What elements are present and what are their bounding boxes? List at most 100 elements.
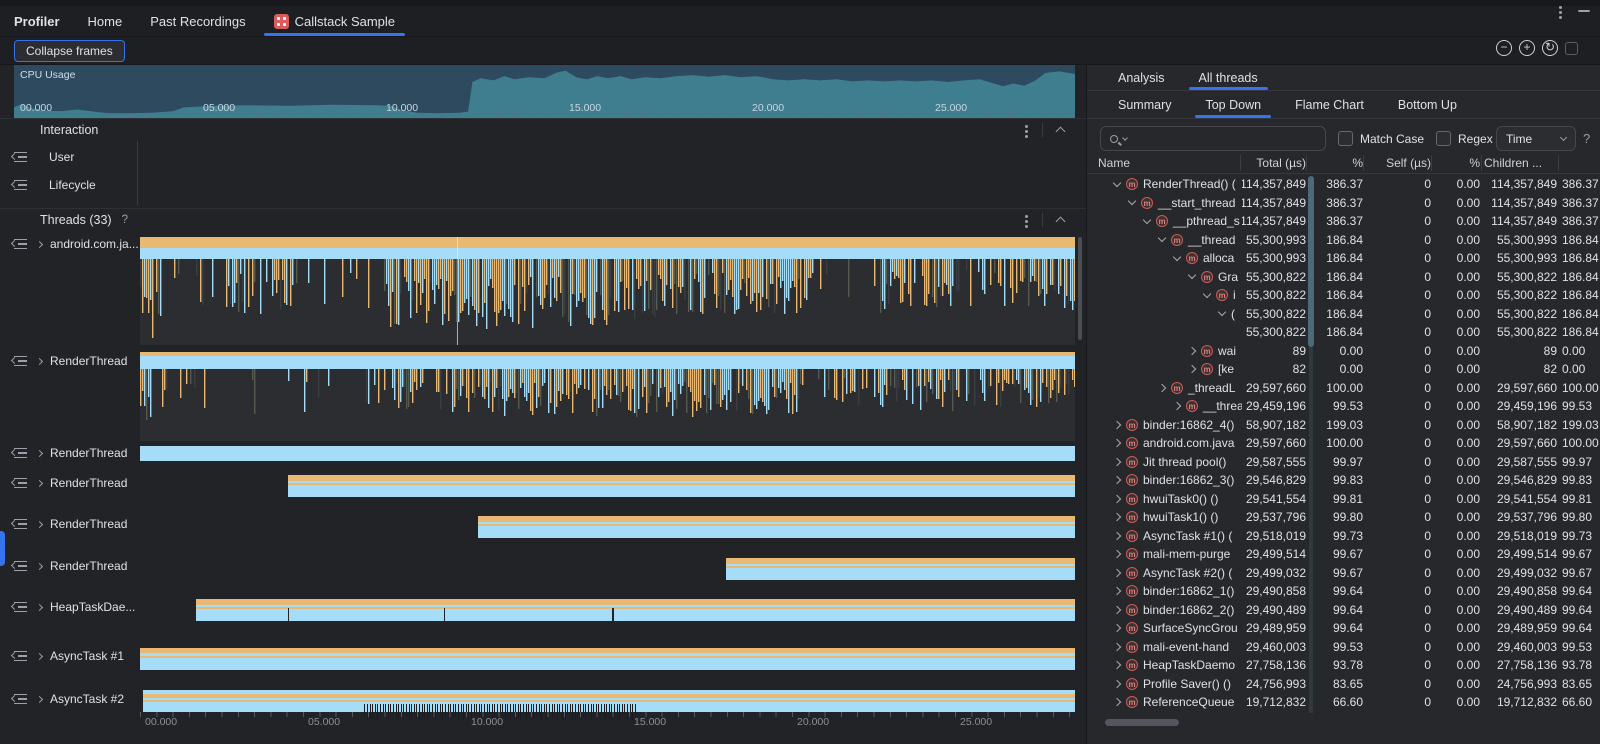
- tree-chevron-icon[interactable]: [1172, 402, 1182, 411]
- thread-track-band[interactable]: [140, 656, 1075, 658]
- match-case-checkbox[interactable]: [1338, 131, 1353, 146]
- table-scrollbar-thumb[interactable]: [1308, 176, 1314, 347]
- thread-track-band[interactable]: [140, 648, 1075, 653]
- thread-track-band[interactable]: [287, 485, 1075, 497]
- thread-row-asynctask-2[interactable]: AsyncTask #2: [0, 690, 124, 708]
- filter-help-icon[interactable]: ?: [1583, 131, 1591, 146]
- tree-chevron-icon[interactable]: [1112, 494, 1122, 503]
- thread-track-band[interactable]: [140, 658, 1075, 670]
- table-row[interactable]: m i 55,300,822 186.84 0 0.00 55,300,822 186.84: [1087, 286, 1600, 305]
- tree-chevron-icon[interactable]: [1202, 289, 1212, 298]
- column-header[interactable]: %: [1352, 156, 1363, 170]
- table-row[interactable]: m wai 89 0.00 0 0.00 89 0.00: [1087, 342, 1600, 361]
- table-row[interactable]: m binder:16862_2() 29,490,489 99.64 0 0.00 29,…: [1087, 601, 1600, 620]
- analysis-subtab-summary[interactable]: Summary: [1118, 97, 1172, 112]
- table-row[interactable]: m android.com.java 29,597,660 100.00 0 0.00 29…: [1087, 434, 1600, 453]
- column-header[interactable]: Children ...: [1484, 156, 1543, 170]
- thread-row-android-com-ja-[interactable]: android.com.ja...: [0, 235, 139, 253]
- table-row[interactable]: m __start_thread 114,357,849 386.37 0 0.00 114…: [1087, 194, 1600, 213]
- thread-track-band[interactable]: [142, 698, 1075, 700]
- tree-chevron-icon[interactable]: [1112, 531, 1122, 540]
- table-row[interactable]: m _threadL 29,597,660 100.00 0 0.00 29,597,660…: [1087, 379, 1600, 398]
- hide-window-icon[interactable]: [1578, 10, 1590, 12]
- column-header[interactable]: Self (µs): [1386, 156, 1431, 170]
- thread-row-renderthread[interactable]: RenderThread: [0, 444, 127, 462]
- thread-track-band[interactable]: [140, 248, 1075, 259]
- grouping-dropdown[interactable]: Time: [1496, 126, 1576, 151]
- more-options-icon[interactable]: [1559, 5, 1562, 9]
- analysis-tab-analysis[interactable]: Analysis: [1118, 70, 1165, 85]
- table-row[interactable]: m __thread 55,300,993 186.84 0 0.00 55,300,993…: [1087, 231, 1600, 250]
- thread-track-band[interactable]: [726, 558, 1075, 564]
- table-row[interactable]: m Gra 55,300,822 186.84 0 0.00 55,300,822 186.8…: [1087, 268, 1600, 287]
- thread-row-renderthread[interactable]: RenderThread: [0, 352, 127, 370]
- search-input[interactable]: [1100, 126, 1326, 151]
- table-row[interactable]: m__thread29,459,19699.5300.0029,459,1969…: [1087, 397, 1600, 416]
- thread-track-band[interactable]: [196, 599, 1075, 605]
- threads-scrollbar[interactable]: [1078, 237, 1082, 340]
- tab-callstack-sample[interactable]: Callstack Sample: [260, 6, 409, 36]
- thread-track-band[interactable]: [478, 524, 1075, 526]
- column-divider[interactable]: [1481, 155, 1482, 171]
- table-row[interactable]: m hwuiTask1() () 29,537,796 99.80 0 0.00 29,53…: [1087, 508, 1600, 527]
- analysis-subtab-bottom-up[interactable]: Bottom Up: [1397, 97, 1457, 112]
- thread-row-renderthread[interactable]: RenderThread: [0, 515, 127, 533]
- thread-row-asynctask-1[interactable]: AsyncTask #1: [0, 647, 124, 665]
- interaction-section-header[interactable]: Interaction: [0, 118, 1086, 140]
- column-divider[interactable]: [1306, 155, 1307, 171]
- thread-track-band[interactable]: [287, 481, 1075, 483]
- thread-track-band[interactable]: [478, 526, 1075, 538]
- tree-chevron-icon[interactable]: [1112, 513, 1122, 522]
- cpu-usage-chart[interactable]: 00.000 05.000 10.000 15.000 20.000 25.000: [14, 65, 1075, 118]
- thread-track-band[interactable]: [478, 516, 1075, 522]
- thread-track-band[interactable]: [142, 694, 1075, 698]
- tree-chevron-icon[interactable]: [1157, 383, 1167, 392]
- expand-chevron-icon[interactable]: [35, 520, 44, 528]
- tree-chevron-icon[interactable]: [1127, 197, 1137, 206]
- thread-track-band[interactable]: [142, 700, 1075, 702]
- thread-track-band[interactable]: [140, 446, 1075, 461]
- table-row[interactable]: m __pthread_s 114,357,849 386.37 0 0.00 114,35…: [1087, 212, 1600, 231]
- analysis-subtab-top-down[interactable]: Top Down: [1195, 91, 1271, 118]
- thread-track-band[interactable]: [140, 356, 1075, 369]
- tree-chevron-icon[interactable]: [1112, 568, 1122, 577]
- threads-help-icon[interactable]: ?: [121, 213, 128, 226]
- column-divider[interactable]: [1363, 155, 1364, 171]
- table-row[interactable]: m HeapTaskDaemo 27,758,136 93.78 0 0.00 27,758…: [1087, 656, 1600, 675]
- table-row[interactable]: (55,300,822 186.84 0 0.00 55,300,822 186.84: [1087, 305, 1600, 324]
- tree-chevron-icon[interactable]: [1112, 587, 1122, 596]
- column-header[interactable]: Total (µs): [1256, 156, 1306, 170]
- thread-track-band[interactable]: [287, 483, 1075, 485]
- thread-row-heaptaskdae-[interactable]: HeapTaskDae...: [0, 598, 135, 616]
- zoom-in-icon[interactable]: +: [1519, 40, 1535, 56]
- tree-chevron-icon[interactable]: [1187, 365, 1197, 374]
- tree-chevron-icon[interactable]: [1112, 420, 1122, 429]
- tab-home[interactable]: Home: [74, 6, 137, 36]
- interaction-options-icon[interactable]: [1025, 125, 1028, 128]
- expand-chevron-icon[interactable]: [35, 449, 44, 457]
- analysis-subtab-flame-chart[interactable]: Flame Chart: [1295, 97, 1364, 112]
- tab-profiler[interactable]: Profiler: [0, 6, 74, 36]
- thread-row-renderthread[interactable]: RenderThread: [0, 474, 127, 492]
- expand-chevron-icon[interactable]: [35, 562, 44, 570]
- thread-track-band[interactable]: [726, 566, 1075, 568]
- table-row[interactable]: m binder:16862_3() 29,546,829 99.83 0 0.00 29,…: [1087, 471, 1600, 490]
- table-row[interactable]: m [ke 82 0.00 0 0.00 82 0.00: [1087, 360, 1600, 379]
- table-row[interactable]: m hwuiTask0() () 29,541,554 99.81 0 0.00 29,54…: [1087, 490, 1600, 509]
- table-row[interactable]: m ReferenceQueue 19,712,832 66.60 0 0.00 19,71…: [1087, 693, 1600, 712]
- table-row[interactable]: m binder:16862_4() 58,907,182 199.03 0 0.00 58…: [1087, 416, 1600, 435]
- tab-past-recordings[interactable]: Past Recordings: [136, 6, 259, 36]
- expand-chevron-icon[interactable]: [35, 603, 44, 611]
- column-header[interactable]: %: [1469, 156, 1480, 170]
- tree-chevron-icon[interactable]: [1112, 457, 1122, 466]
- threads-section-header[interactable]: Threads (33) ?: [0, 208, 1086, 230]
- table-row[interactable]: m AsyncTask #1() (29,518,019 99.73 0 0.00 29,…: [1087, 527, 1600, 546]
- thread-track-band[interactable]: [726, 568, 1075, 580]
- tree-chevron-icon[interactable]: [1187, 271, 1197, 280]
- table-row[interactable]: m alloca 55,300,993 186.84 0 0.00 55,300,993 18…: [1087, 249, 1600, 268]
- thread-track-band[interactable]: [196, 607, 1075, 609]
- thread-track-band[interactable]: [196, 605, 1075, 607]
- threads-options-icon[interactable]: [1025, 215, 1028, 218]
- zoom-to-selection-icon[interactable]: [1565, 41, 1578, 55]
- regex-checkbox[interactable]: [1436, 131, 1451, 146]
